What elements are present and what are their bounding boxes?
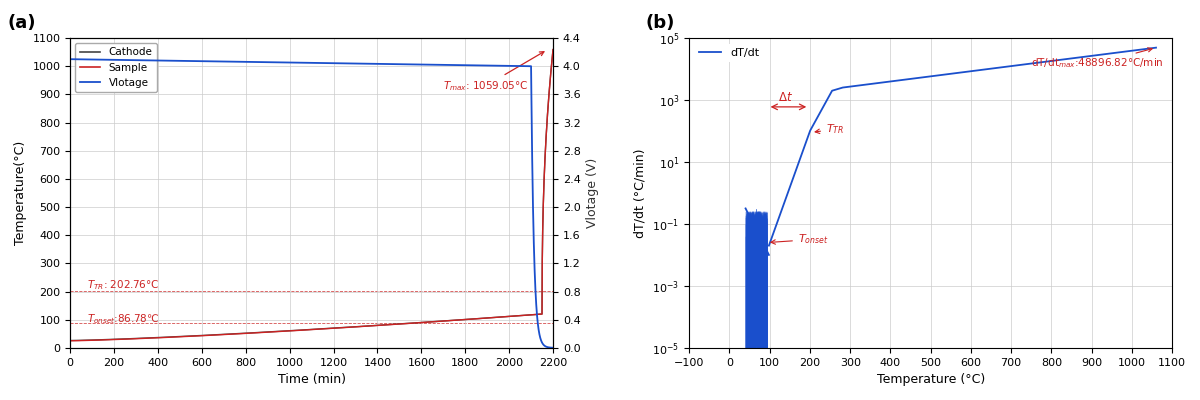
Text: $T_{onset}$: $T_{onset}$: [770, 232, 828, 246]
Text: dT/dt$_{max}$:48896.82°C/min: dT/dt$_{max}$:48896.82°C/min: [1031, 48, 1164, 70]
Vlotage: [62, 57, 77, 62]
X-axis label: Temperature (°C): Temperature (°C): [876, 373, 985, 386]
Text: $\Delta t$: $\Delta t$: [779, 92, 793, 104]
Vlotage: [180, 58, 194, 63]
Text: (b): (b): [646, 14, 676, 32]
Y-axis label: Temperature(°C): Temperature(°C): [14, 141, 26, 245]
Y-axis label: dT/dt (°C/min): dT/dt (°C/min): [634, 148, 647, 238]
Sample: [175, 334, 190, 339]
Cathode: [175, 334, 190, 339]
Line: Vlotage: Vlotage: [70, 59, 553, 348]
Cathode: [546, 47, 560, 52]
Sample: [245, 331, 259, 336]
Cathode: [62, 338, 77, 343]
X-axis label: Time (min): Time (min): [277, 373, 346, 386]
Line: Cathode: Cathode: [70, 50, 553, 340]
Vlotage: [546, 345, 560, 350]
Y-axis label: Vlotage (V): Vlotage (V): [586, 158, 599, 228]
Vlotage: [175, 58, 190, 63]
Text: $T_{TR}$: $T_{TR}$: [815, 122, 845, 136]
Text: $T_{TR}$: 202.76°C: $T_{TR}$: 202.76°C: [86, 278, 160, 292]
Cathode: [245, 330, 259, 335]
Text: $T_{max}$: 1059.05°C: $T_{max}$: 1059.05°C: [443, 52, 544, 92]
Cathode: [178, 334, 192, 339]
Vlotage: [178, 58, 192, 63]
Sample: [546, 47, 560, 52]
Line: Sample: Sample: [70, 50, 553, 341]
Sample: [180, 334, 194, 339]
Cathode: [180, 334, 194, 338]
Sample: [280, 329, 294, 334]
Legend: dT/dt: dT/dt: [695, 44, 764, 62]
Vlotage: [542, 345, 557, 350]
Sample: [542, 89, 557, 94]
Sample: [178, 334, 192, 339]
Text: (a): (a): [7, 14, 36, 32]
Cathode: [542, 89, 557, 94]
Cathode: [280, 328, 294, 333]
Text: $T_{onset}$:86.78℃: $T_{onset}$:86.78℃: [86, 312, 158, 326]
Legend: Cathode, Sample, Vlotage: Cathode, Sample, Vlotage: [76, 43, 157, 92]
Vlotage: [245, 60, 259, 64]
Sample: [62, 338, 77, 343]
Vlotage: [280, 60, 294, 65]
